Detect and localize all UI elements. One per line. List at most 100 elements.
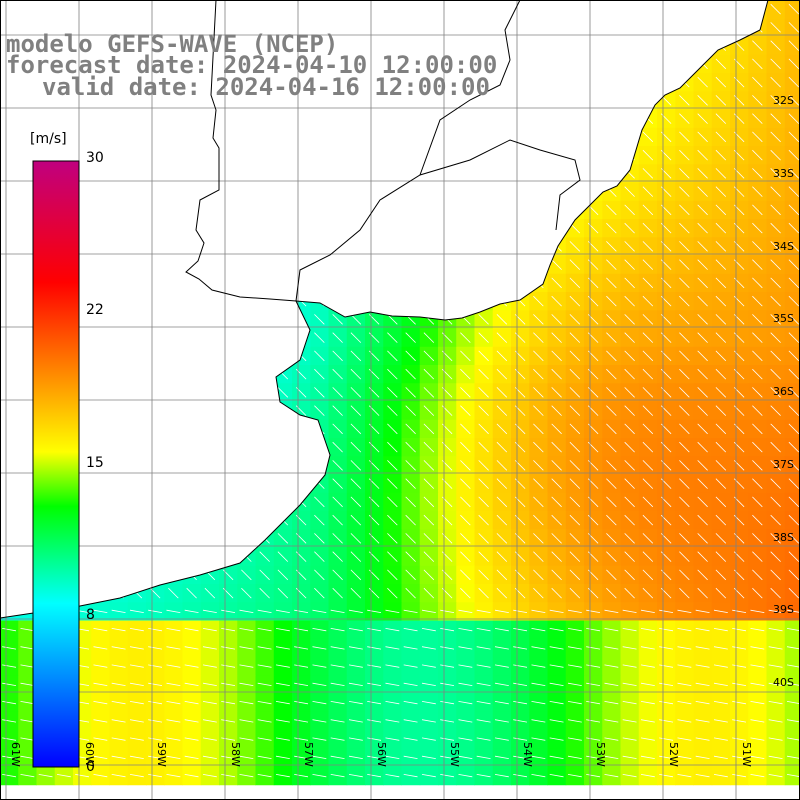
wind-arrow: [148, 737, 163, 741]
lon-label: 55W: [448, 742, 461, 767]
model-title: modelo GEFS-WAVE (NCEP): [6, 30, 339, 58]
wind-arrow: [421, 755, 436, 759]
wind-arrow: [221, 774, 236, 778]
wind-arrow: [586, 609, 601, 613]
wind-arrow: [768, 609, 783, 613]
wind-arrow: [750, 682, 765, 686]
wind-arrow: [697, 241, 708, 252]
wind-arrow: [440, 682, 455, 686]
wind-arrow: [677, 628, 692, 632]
wind-arrow: [624, 387, 635, 398]
wind-arrow: [423, 551, 435, 562]
wind-arrow: [350, 496, 362, 508]
wind-arrow: [713, 609, 728, 613]
wind-arrow: [294, 609, 309, 613]
wind-arrow: [350, 332, 362, 343]
wind-arrow: [294, 701, 309, 705]
wind-arrow: [367, 682, 382, 686]
wind-arrow: [697, 131, 708, 143]
wind-cell: [784, 456, 800, 475]
wind-arrow: [387, 569, 398, 581]
wind-cell: [784, 438, 800, 457]
wind-arrow: [513, 609, 528, 613]
wind-arrow: [314, 368, 325, 380]
wind-arrow: [770, 460, 781, 471]
wind-arrow: [697, 368, 708, 380]
wind-arrow: [314, 332, 325, 343]
wind-arrow: [622, 609, 637, 613]
wind-arrow: [659, 628, 674, 632]
wind-arrow: [202, 755, 217, 759]
wind-arrow: [677, 774, 692, 778]
wind-arrow: [679, 277, 690, 289]
wind-arrow: [569, 496, 581, 508]
wind-arrow: [788, 241, 800, 252]
wind-arrow: [350, 350, 362, 362]
wind-cell: [784, 91, 800, 110]
wind-arrow: [93, 628, 108, 632]
wind-arrow: [586, 664, 601, 668]
forecast-date: forecast date: 2024-04-10 12:00:00: [6, 51, 498, 79]
wind-arrow: [622, 682, 637, 686]
wind-arrow: [752, 149, 763, 161]
wind-cell: [784, 127, 800, 147]
wind-arrow: [531, 682, 546, 686]
wind-arrow: [93, 609, 108, 613]
wind-arrow: [348, 719, 363, 723]
wind-arrow: [312, 737, 327, 741]
colorbar-unit: [m/s]: [30, 131, 67, 147]
wind-arrow: [752, 551, 763, 562]
wind-arrow: [679, 368, 690, 380]
wind-arrow: [314, 350, 325, 362]
wind-arrow: [551, 259, 562, 270]
wind-arrow: [148, 628, 163, 632]
wind-arrow: [606, 277, 617, 289]
wind-arrow: [531, 646, 546, 650]
wind-arrow: [405, 569, 416, 581]
wind-arrow: [642, 149, 654, 161]
wind-arrow: [533, 460, 544, 471]
wind-arrow: [788, 168, 800, 179]
wind-arrow: [129, 701, 144, 705]
wind-arrow: [184, 774, 199, 778]
wind-arrow: [567, 628, 582, 632]
wind-arrow: [332, 587, 343, 599]
wind-arrow: [697, 405, 708, 416]
wind-arrow: [622, 737, 637, 741]
wind-arrow: [679, 95, 690, 106]
wind-arrow: [186, 587, 197, 599]
wind-arrow: [350, 314, 362, 325]
wind-arrow: [768, 646, 783, 650]
wind-arrow: [496, 569, 508, 581]
wind-arrow: [788, 149, 800, 161]
wind-arrow: [713, 664, 728, 668]
wind-arrow: [533, 332, 544, 343]
wind-arrow: [622, 701, 637, 705]
colorbar-tick-label: 15: [86, 455, 104, 471]
wind-arrow: [385, 774, 400, 778]
wind-arrow: [403, 628, 418, 632]
wind-arrow: [788, 295, 800, 307]
wind-arrow: [533, 441, 544, 453]
wind-arrow: [533, 569, 544, 581]
lat-label: 32S: [773, 94, 794, 107]
wind-arrow: [752, 113, 763, 124]
wind-arrow: [715, 277, 727, 289]
wind-arrow: [275, 628, 290, 632]
wind-arrow: [494, 664, 509, 668]
wind-arrow: [604, 774, 619, 778]
wind-arrow: [752, 314, 763, 325]
wind-cell: [784, 620, 800, 640]
wind-arrow: [768, 664, 783, 668]
wind-arrow: [111, 664, 126, 668]
wind-arrow: [423, 441, 435, 453]
wind-arrow: [715, 95, 727, 106]
wind-arrow: [403, 646, 418, 650]
wind-arrow: [715, 514, 727, 526]
wind-arrow: [697, 587, 708, 599]
wind-arrow: [221, 609, 236, 613]
wind-arrow: [166, 628, 181, 632]
wind-arrow: [405, 405, 416, 416]
wind-arrow: [567, 755, 582, 759]
wind-arrow: [513, 774, 528, 778]
